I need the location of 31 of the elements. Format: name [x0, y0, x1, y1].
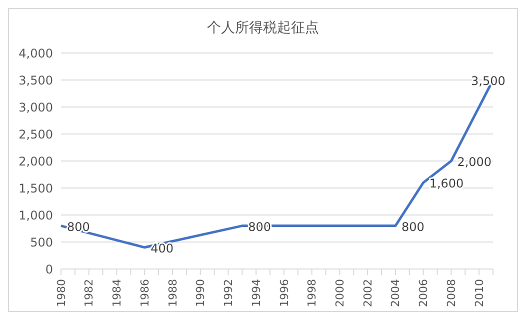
- x-tick-label: 1998: [306, 279, 319, 307]
- x-tick-label: 1982: [82, 279, 96, 307]
- x-tick-label: 1992: [222, 279, 236, 307]
- chart-title: 个人所得税起征点: [206, 19, 320, 38]
- y-tick-label: 4,000: [18, 46, 53, 60]
- x-tick-label: 1988: [166, 279, 180, 307]
- x-tick-label: 2010: [472, 279, 486, 307]
- y-tick-label: 3,500: [18, 73, 53, 88]
- y-tick-label: 1,000: [18, 208, 53, 222]
- x-tick-label: 1996: [278, 279, 291, 307]
- y-tick-label: 2,000: [18, 154, 53, 168]
- x-tick-label: 2002: [361, 279, 374, 307]
- data-label: 400: [150, 241, 174, 256]
- y-tick-label: 1,500: [18, 181, 53, 196]
- x-tick-label: 1984: [110, 279, 124, 307]
- y-tick-label: 0: [45, 262, 53, 276]
- y-tick-label: 2,500: [18, 127, 53, 142]
- y-tick-label: 3,000: [18, 100, 53, 114]
- data-label: 1,600: [429, 176, 464, 191]
- x-tick-label: 1980: [54, 279, 68, 307]
- data-label: 800: [401, 220, 424, 234]
- x-tick-label: 2004: [389, 279, 402, 307]
- x-tick-label: 1994: [250, 279, 263, 307]
- x-tick-label: 2006: [417, 279, 430, 307]
- data-label: 3,500: [471, 74, 506, 88]
- x-tick-label: 2008: [445, 279, 458, 307]
- x-tick-label: 1986: [138, 279, 152, 307]
- x-tick-label: 1990: [194, 279, 208, 307]
- y-tick-label: 500: [30, 235, 53, 250]
- x-tick-label: 2000: [334, 279, 347, 307]
- data-label: 2,000: [457, 155, 492, 169]
